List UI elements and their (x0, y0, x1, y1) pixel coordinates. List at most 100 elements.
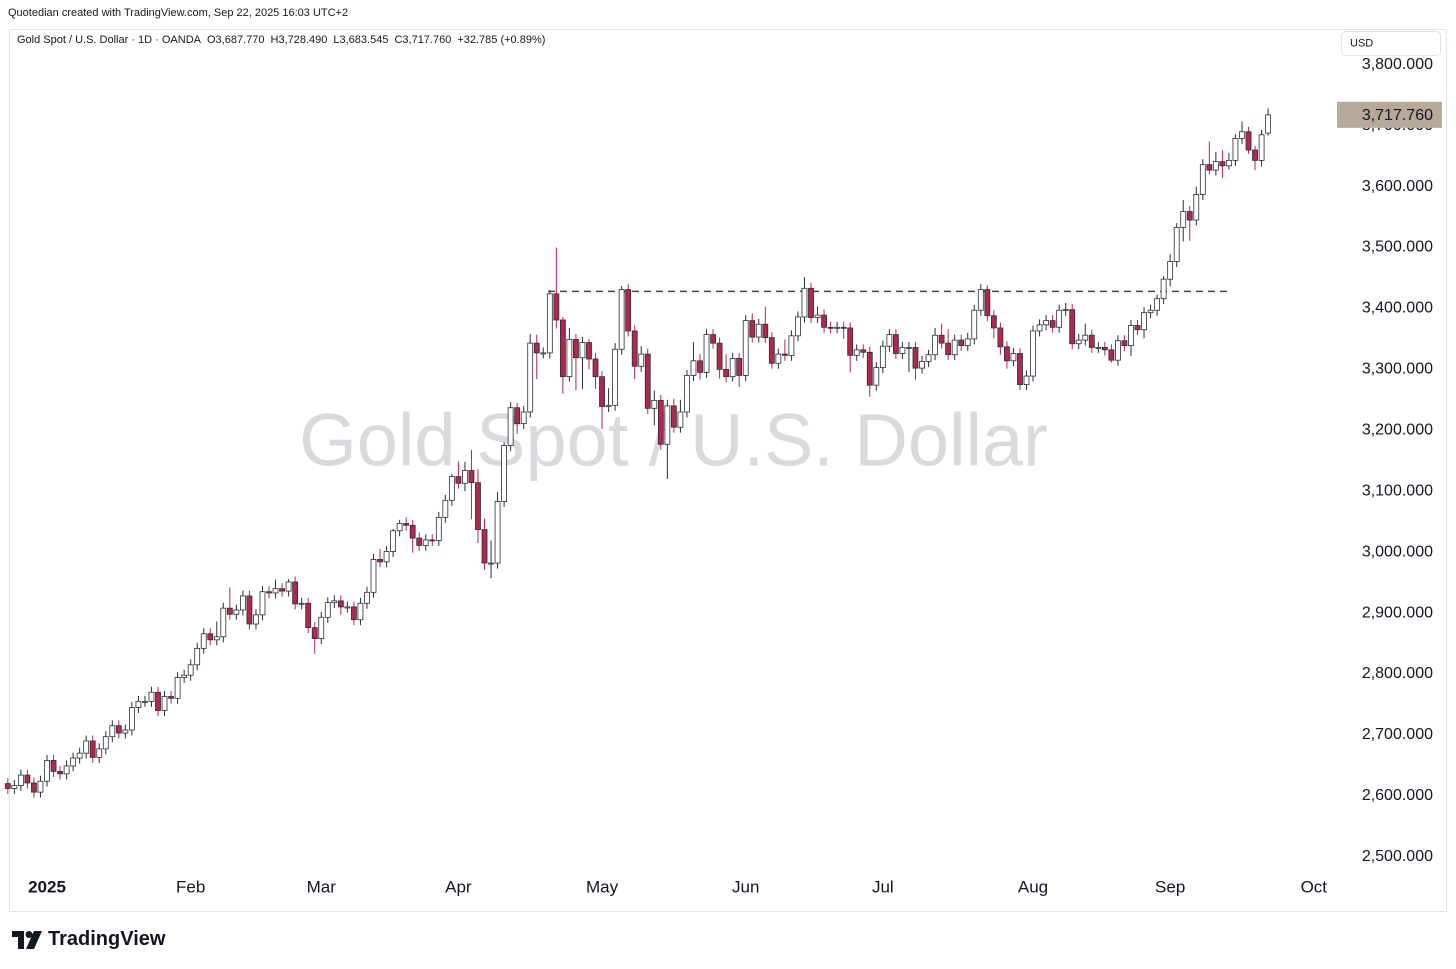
candle-body (729, 357, 736, 378)
x-tick-label: Sep (1155, 877, 1185, 896)
candle-body (181, 674, 188, 679)
y-tick-label: 2,900.000 (1362, 604, 1433, 621)
candle-body (1069, 309, 1076, 345)
candle-body (938, 334, 945, 344)
ohlc-change: +32.785 (+0.89%) (457, 34, 546, 46)
ohlc-high: H3,728.490 (270, 34, 328, 46)
candle-body (873, 367, 880, 386)
candle-body (416, 537, 423, 546)
candle-body (253, 614, 259, 625)
candle-body (468, 470, 475, 484)
candle-body (11, 785, 18, 789)
candle-body (337, 600, 344, 608)
candle-body (592, 358, 599, 378)
candle-body (958, 339, 965, 346)
candle-body (964, 338, 971, 346)
y-tick-label: 3,600.000 (1362, 178, 1433, 195)
candle-body (762, 323, 769, 339)
candle-body (122, 729, 129, 734)
candle-body (259, 591, 266, 616)
candle-body (1023, 375, 1030, 385)
candle-body (318, 616, 325, 640)
candle-body (808, 287, 814, 318)
candle-body (886, 334, 893, 347)
candle-body (239, 595, 246, 611)
brand-logo[interactable]: TradingView (12, 928, 165, 951)
candle-body (422, 539, 429, 546)
candle-body (997, 327, 1004, 348)
candle-body (716, 342, 723, 370)
candle-body (1219, 161, 1226, 167)
candle-body (605, 404, 612, 407)
candle-body (579, 342, 586, 359)
candle-body (664, 405, 671, 445)
candle-body (37, 780, 44, 793)
y-tick-label: 2,700.000 (1362, 726, 1433, 743)
y-tick-label: 3,100.000 (1362, 482, 1433, 499)
candle-body (990, 315, 997, 329)
ohlc-close: C3,717.760 (394, 34, 452, 46)
candle-body (559, 319, 566, 378)
candle-body (89, 740, 96, 758)
ohlc-open: O3,687.770 (207, 34, 265, 46)
candle-body (311, 627, 318, 640)
candle-body (1121, 340, 1128, 346)
candle-body (396, 523, 403, 532)
candle-body (1004, 346, 1010, 362)
candle-body (102, 736, 109, 750)
y-tick-label: 2,500.000 (1362, 848, 1433, 865)
currency-box[interactable] (1341, 31, 1441, 56)
candle-body (1265, 114, 1272, 134)
candle-body (148, 691, 155, 702)
candle-body (429, 539, 436, 542)
candle-body (945, 342, 952, 356)
last-price-box (1337, 101, 1442, 128)
candle-body (723, 368, 730, 378)
candle-body (912, 347, 919, 369)
candle-body (644, 353, 651, 409)
candle-body (795, 316, 801, 337)
candle-body (442, 499, 449, 518)
symbol-line: Gold Spot / U.S. Dollar · 1D · OANDA (17, 34, 201, 46)
x-tick-label: Oct (1301, 877, 1328, 896)
candle-body (1095, 347, 1102, 349)
candle-body (50, 760, 57, 772)
x-tick-label: Apr (445, 877, 472, 896)
candle-body (788, 335, 795, 356)
candle-body (174, 677, 181, 699)
candle-body (364, 591, 370, 604)
candle-body (1088, 334, 1095, 348)
candle-body (827, 326, 834, 329)
candle-body (4, 783, 11, 789)
candle-body (906, 347, 912, 349)
candle-body (1062, 309, 1069, 312)
candle-body (1199, 164, 1206, 195)
candle-body (161, 696, 168, 711)
candle-body (1049, 320, 1056, 328)
candle-body (403, 523, 410, 526)
candle-body (768, 337, 775, 364)
candle-body (187, 664, 194, 676)
last-price-label: 3,717.760 (1362, 107, 1433, 124)
y-tick-label: 2,600.000 (1362, 787, 1433, 804)
candle-body (736, 357, 743, 376)
candle-body (710, 334, 716, 344)
candle-body (435, 516, 442, 541)
x-tick-label: Feb (176, 877, 205, 896)
brand-icon (12, 930, 42, 949)
y-tick-label: 2,800.000 (1362, 665, 1433, 682)
candle-body (971, 309, 978, 340)
candle-body (351, 606, 357, 621)
x-tick-label: 2025 (28, 877, 66, 896)
candle-body (200, 633, 207, 649)
candle-body (586, 342, 592, 360)
candle-body (1128, 325, 1134, 346)
candle-body (1030, 330, 1036, 377)
candle-body (63, 765, 70, 775)
candle-body (194, 647, 201, 666)
x-tick-label: May (586, 877, 619, 896)
candle-body (612, 348, 619, 406)
candle-body (749, 320, 756, 338)
candle-body (1036, 324, 1043, 332)
